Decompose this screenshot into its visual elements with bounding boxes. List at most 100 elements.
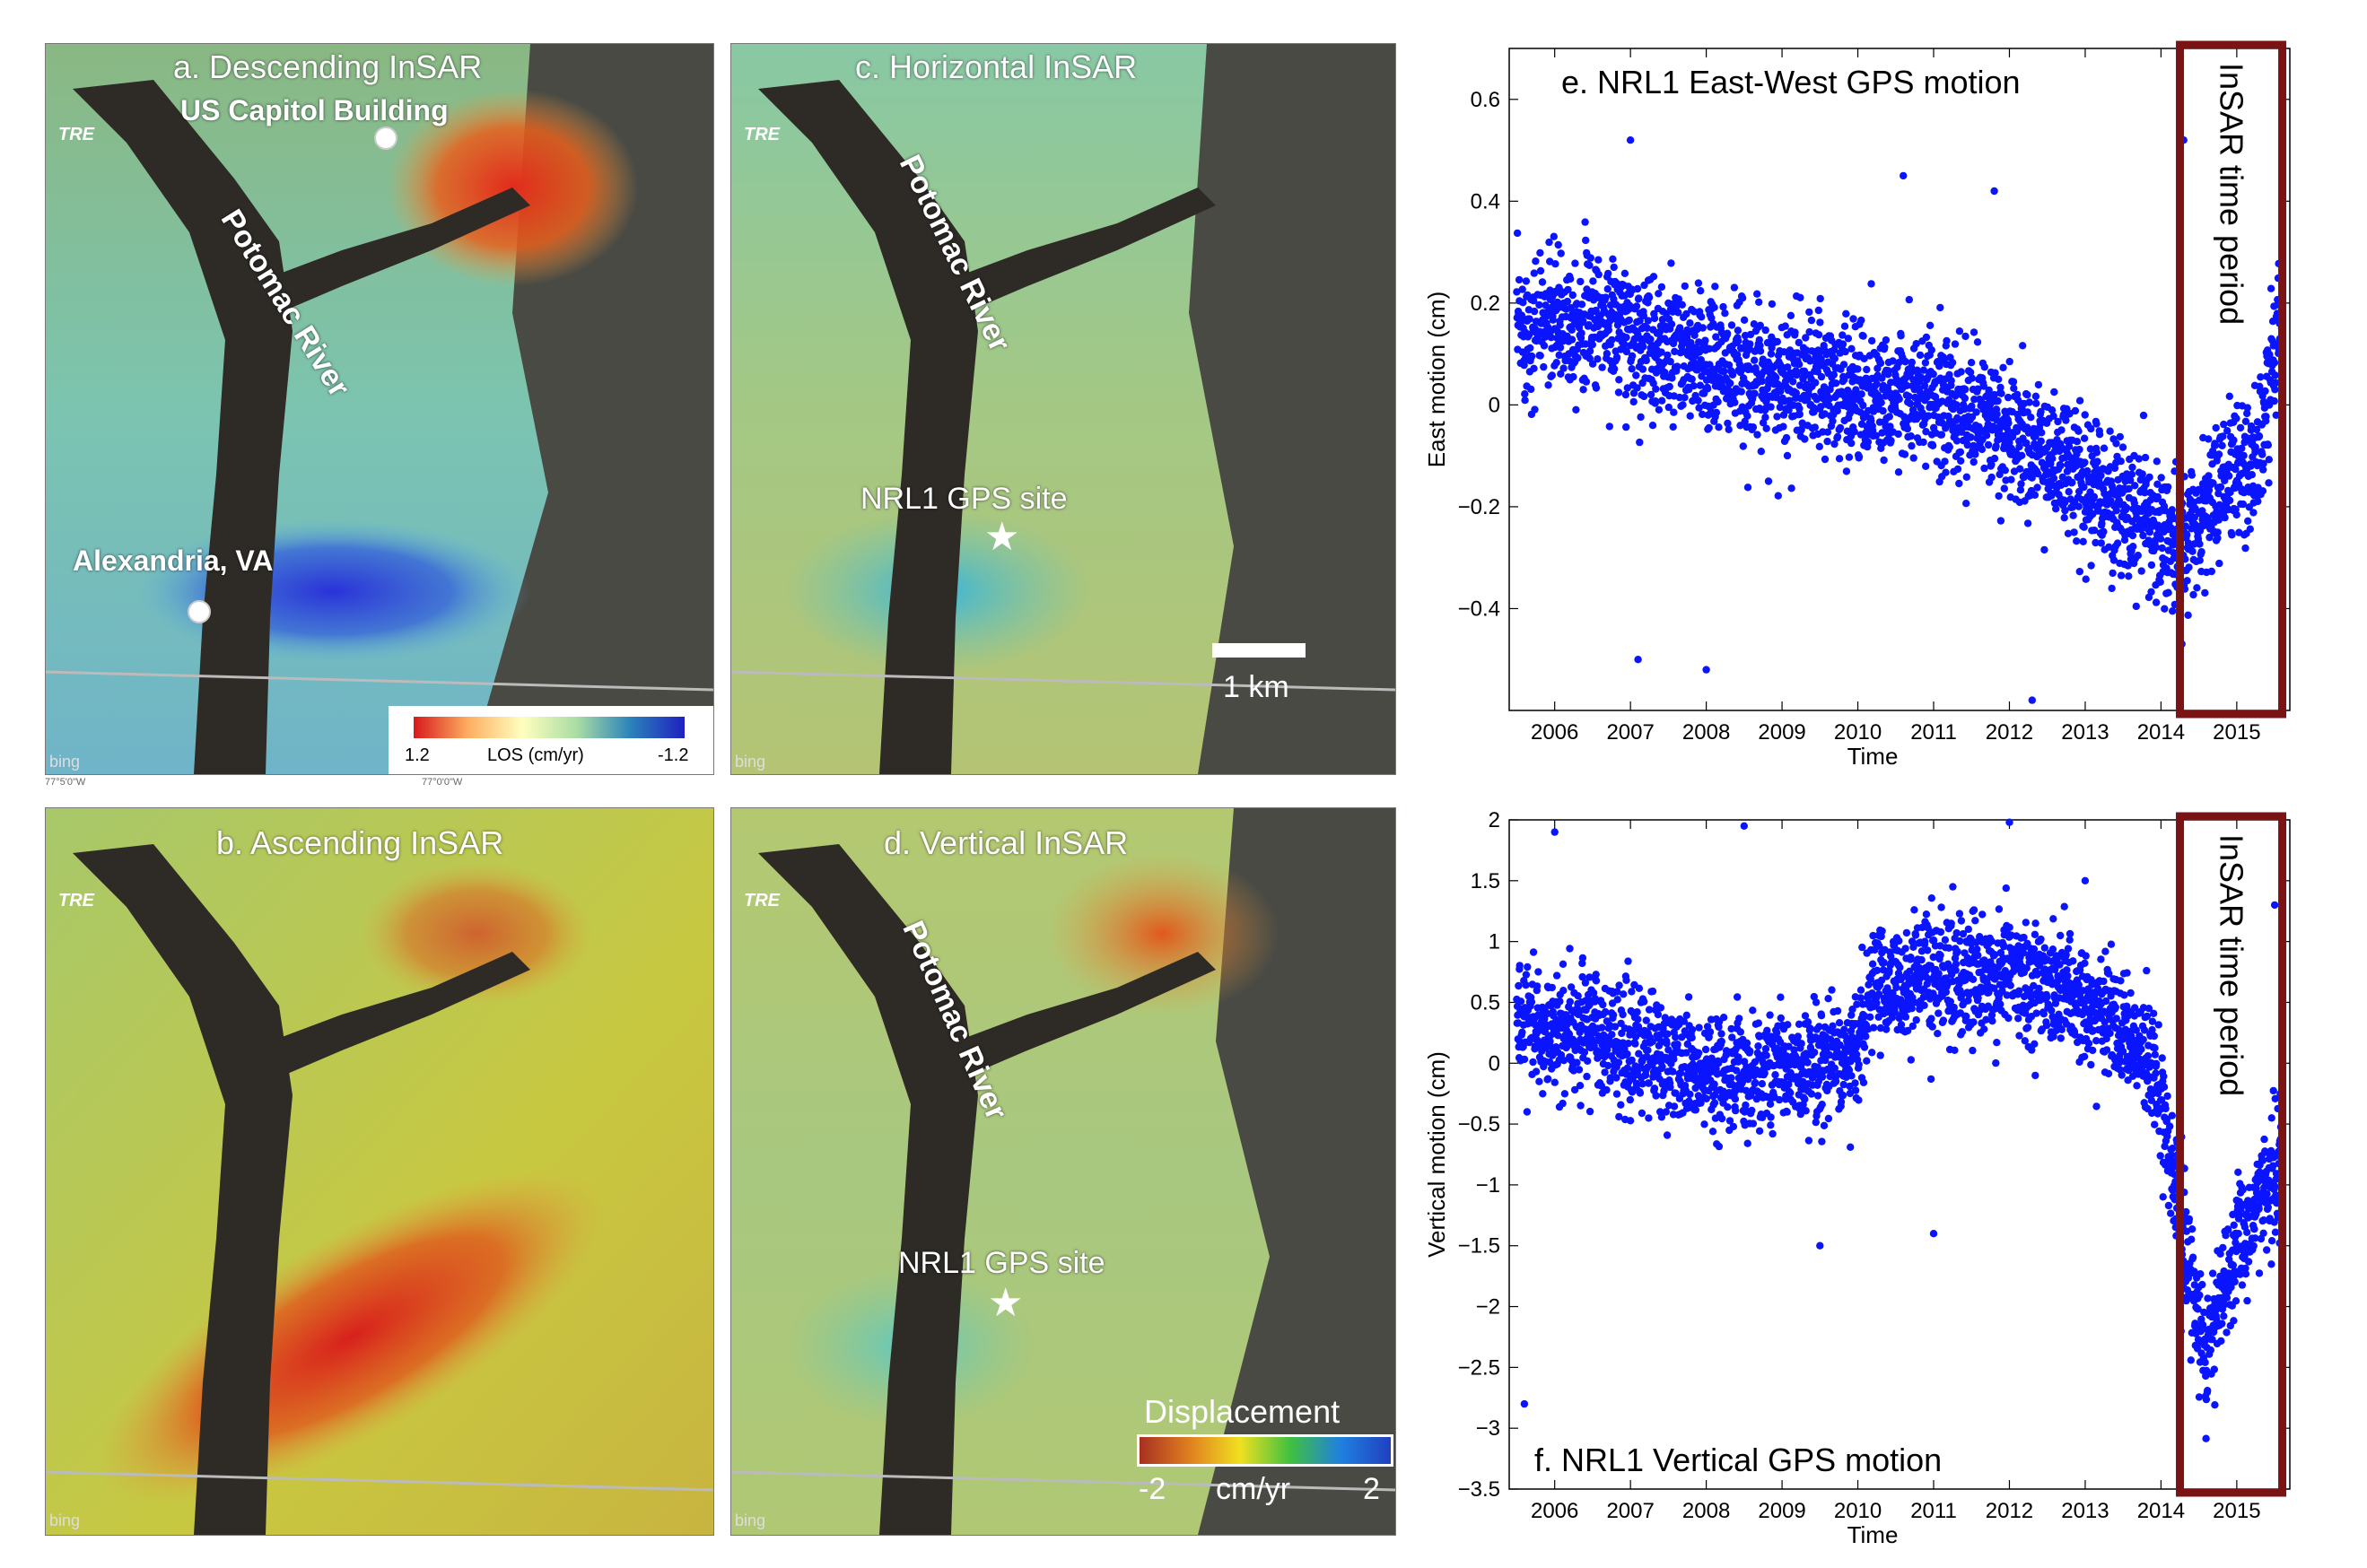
gps-point	[2156, 578, 2164, 586]
gps-point	[1693, 366, 1702, 374]
gps-point	[2102, 1034, 2110, 1043]
gps-point	[2019, 342, 2027, 350]
gps-point	[1724, 419, 1732, 428]
gps-point	[1968, 402, 1976, 410]
gps-point	[2043, 993, 2051, 1001]
gps-point	[1599, 1000, 1607, 1009]
gps-point	[1673, 1041, 1681, 1049]
gps-point	[1970, 1018, 1978, 1026]
gps-point	[1756, 347, 1765, 355]
gps-point	[1902, 928, 1911, 937]
gps-point	[1702, 1094, 1710, 1102]
gps-point	[2019, 949, 2028, 957]
gps-point	[1949, 883, 1957, 891]
gps-point	[1526, 344, 1534, 353]
gps-point	[2214, 534, 2222, 543]
gps-point	[1528, 352, 1536, 361]
gps-point	[1755, 335, 1763, 344]
gps-point	[2153, 457, 2161, 466]
gps-point	[1897, 975, 1905, 984]
gps-point	[2039, 1010, 2048, 1018]
gps-point	[2006, 981, 2014, 989]
gps-point	[1944, 944, 1953, 952]
gps-point	[1582, 378, 1591, 386]
gps-point	[1817, 1012, 1826, 1020]
gps-point	[1631, 1040, 1639, 1048]
gps-point	[1936, 303, 1944, 312]
gps-point	[2152, 598, 2161, 606]
gps-point	[1764, 477, 1773, 485]
gps-point	[1556, 344, 1565, 352]
gps-point	[1837, 1098, 1846, 1106]
gps-point	[1795, 338, 1803, 347]
gps-point	[1563, 1020, 1571, 1029]
gps-point	[1966, 368, 1975, 377]
gps-point	[1632, 371, 1640, 379]
gps-point	[1615, 1112, 1623, 1121]
gps-point	[1974, 951, 1982, 960]
gps-point	[2031, 1071, 2039, 1080]
gps-point	[2164, 483, 2172, 492]
gps-point	[1754, 1042, 1762, 1050]
gps-point	[1829, 1022, 1837, 1030]
gps-point	[1917, 955, 1926, 964]
gps-point	[2247, 462, 2255, 470]
gps-point	[1746, 330, 1755, 339]
gps-point	[1534, 968, 1542, 976]
gps-point	[2084, 1040, 2093, 1048]
gps-point	[1645, 1114, 1653, 1122]
gps-point	[2140, 1026, 2149, 1034]
gps-point	[2139, 411, 2148, 420]
gps-point	[1708, 1128, 1717, 1136]
gps-point	[1905, 392, 1913, 401]
gps-point	[1720, 367, 1728, 376]
gps-point	[1945, 370, 1953, 379]
gps-point	[1820, 1121, 1829, 1129]
gps-point	[1922, 333, 1931, 342]
gps-point	[2031, 432, 2039, 440]
gps-point	[1608, 335, 1616, 344]
gps-point	[1609, 1011, 1618, 1019]
gps-point	[2164, 1201, 2173, 1210]
gps-point	[1606, 1074, 1614, 1082]
gps-point	[1695, 404, 1703, 412]
y-tick-label: 0.2	[1471, 292, 1500, 316]
gps-point	[1974, 994, 1982, 1002]
gps-point	[1928, 1023, 1936, 1031]
los-legend-max: -1.2	[658, 745, 689, 765]
gps-point	[1540, 362, 1548, 371]
gps-point	[1876, 359, 1885, 368]
gps-point	[2124, 562, 2132, 570]
gps-point	[2156, 1152, 2164, 1160]
gps-point	[2091, 527, 2099, 535]
gps-point	[1619, 1010, 1627, 1019]
gps-point	[2095, 431, 2104, 439]
gps-point	[2127, 476, 2135, 484]
gps-point	[2150, 1009, 2158, 1017]
gps-point	[2221, 513, 2229, 522]
gps-point	[1997, 389, 2005, 397]
gps-point	[1753, 290, 1761, 298]
gps-point	[1847, 439, 1856, 448]
gps-point	[1886, 422, 1894, 431]
gps-point	[1847, 344, 1856, 353]
gps-point	[1795, 410, 1804, 419]
gps-point	[1639, 311, 1648, 320]
gps-point	[1772, 373, 1780, 381]
gps-point	[1869, 931, 1877, 940]
gps-point	[1711, 283, 1719, 291]
gps-point	[1752, 1094, 1761, 1103]
gps-point	[1951, 340, 1960, 348]
gps-point	[2207, 567, 2215, 576]
gps-point	[1559, 364, 1568, 372]
gps-point	[2147, 561, 2156, 570]
gps-point	[1609, 255, 1617, 263]
gps-point	[1588, 341, 1596, 349]
gps-point	[1917, 947, 1926, 955]
gps-point	[2074, 502, 2083, 510]
gps-point	[2162, 1104, 2170, 1113]
gps-point	[1811, 1049, 1819, 1057]
gps-point	[2009, 378, 2018, 386]
gps-point	[2101, 947, 2109, 955]
gps-point	[1566, 997, 1574, 1006]
